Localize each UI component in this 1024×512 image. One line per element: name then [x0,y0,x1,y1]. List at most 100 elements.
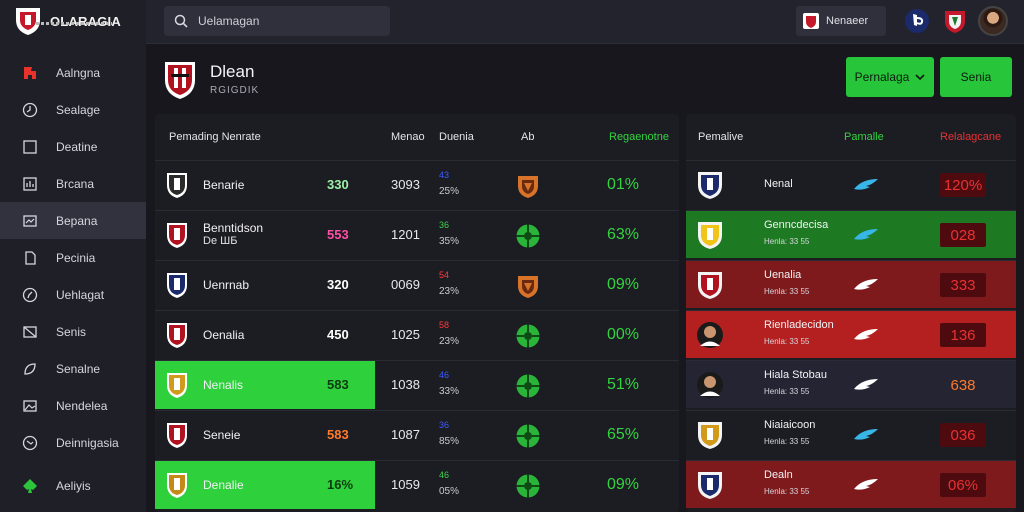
app-logo-text: OLARAGIA [50,13,121,29]
flag-icon [24,66,36,79]
sidebar-item-10[interactable]: Deinnigasia [0,424,146,461]
column-header[interactable]: Duenia [439,131,474,143]
rating-percent: 00% [607,326,640,343]
rating-percent: 01% [607,176,640,193]
sidebar-item-4[interactable]: Bepana [0,202,146,239]
sidebar-item-label: Senalne [56,361,101,376]
user-chip[interactable]: Nenaeer [796,6,886,36]
sidebar-item-7[interactable]: Senis [0,313,146,350]
sidebar-item-8[interactable]: Senalne [0,350,146,387]
table-row[interactable]: Benntidson Dе ШБ 553 1201 36 35% 63% [155,210,679,258]
team-crest-icon [167,173,187,198]
leaf-icon [24,362,36,375]
panel-subtext: Henla: 33 55 [764,287,810,296]
sidebar-item-0[interactable]: Aalngna [0,54,146,91]
team-value: 583 [327,377,349,392]
action-button[interactable]: Senia [940,57,1012,97]
chart-icon [23,176,37,191]
rating-percent: 09% [607,276,640,293]
panel-column-header[interactable]: Pemalive [698,131,744,143]
team-name: Seneie [203,428,241,442]
sidebar-item-1[interactable]: Sealage [0,91,146,128]
ball-green-icon [515,323,541,349]
panel-crest [696,270,724,300]
sidebar-item-11[interactable]: Aeliyis [0,461,146,511]
user-avatar[interactable] [978,6,1008,36]
team-crest-icon [167,423,187,448]
ps-logo-icon[interactable] [904,8,930,34]
club-crest-icon [698,422,722,449]
team-cell: Benntidson Dе ШБ 553 [155,211,375,259]
panel-row[interactable]: Genncdecisa Henla: 33 55 028 [686,210,1016,258]
club-badge-icon [803,13,819,29]
page-title: Dlean [210,62,255,81]
screen-icon [23,214,37,227]
sidebar-item-2[interactable]: Deatine [0,128,146,165]
sidebar-item-3[interactable]: Brcana [0,165,146,202]
table-row[interactable]: Oenalia 450 1025 58 23% 00% [155,310,679,358]
crest-icon[interactable] [942,8,968,34]
wing-icon [854,479,878,490]
table-row[interactable]: Nenalis 583 1038 46 33% 51% [155,360,679,409]
sidebar-item-label: Brcana [56,176,95,191]
team-name: Benarie [203,178,245,192]
team-crest-icon [165,62,195,99]
score-badge: 136 [940,323,986,347]
table-row[interactable]: Benarie 330 3093 43 25% 01% [155,160,679,208]
sidebar-item-label: Aeliyis [56,479,91,493]
dropdown-button[interactable]: Pernalaga [846,57,934,97]
page-subtitle: RGIGDIK [210,85,260,96]
panel-row[interactable]: Niaiaicoon Henla: 33 55 036 [686,410,1016,458]
search-input[interactable]: Uelamagan [164,6,390,36]
sidebar-nav: Aalngna Sealage Deatine Brcana Bepana Pe… [0,54,146,511]
chevron-down-icon [915,74,925,81]
matches-value: 0069 [391,277,420,292]
app-logo[interactable]: OLARAGIA [14,6,121,36]
sidebar-item-label: Aalngna [56,65,101,80]
panel-row[interactable]: Nenal 120% [686,160,1016,208]
panel-row[interactable]: Hiala Stobau Henla: 33 55 638 [686,360,1016,408]
column-header[interactable]: Menao [391,131,425,143]
sidebar-item-label: Pecinia [56,250,96,265]
team-value: 16% [327,477,354,492]
score-badge: 036 [940,423,986,447]
panel-crest [696,370,724,400]
top-bar: Uelamagan Nenaeer [146,0,1024,44]
compass-icon [22,287,38,302]
team-value: 450 [327,327,349,342]
panel-column-header[interactable]: Pamalle [844,131,884,143]
table-header: Pemading Nenrate Menao Duenia Ab Regaeno… [155,114,679,160]
panel-row[interactable]: Rienladecidon Henla: 33 55 136 [686,310,1016,358]
table-row[interactable]: Denalie 16% 1059 46 05% 09% [155,460,679,509]
team-crest-icon [165,171,189,199]
panel-name: Rienladecidon [764,319,834,331]
table-row[interactable]: Uenrnab 320 0069 54 23% 09% [155,260,679,308]
goals-value: 43 [439,170,450,180]
panel-column-header[interactable]: Relalagcane [940,131,1002,143]
column-header[interactable]: Ab [521,131,535,143]
sidebar-item-label: Nendelea [56,398,108,413]
team-crest-icon [165,271,189,299]
column-header[interactable]: Regaenotne [609,131,669,143]
team-crest-icon [165,421,189,449]
wing-icon [854,379,878,390]
panel-row[interactable]: Dealn Henla: 33 55 06% [686,460,1016,508]
matches-value: 1201 [391,227,420,242]
search-icon [174,14,188,28]
team-value: 330 [327,177,349,192]
panel-name: Uenalia [764,269,802,281]
panel-subtext: Henla: 33 55 [764,237,810,246]
rating-percent: 63% [607,226,640,243]
standings-table: Pemading Nenrate Menao Duenia Ab Regaeno… [155,114,679,512]
table-row[interactable]: Seneie 583 1087 36 85% 65% [155,410,679,458]
player-avatar [697,372,723,398]
panel-row[interactable]: Uenalia Henla: 33 55 333 [686,260,1016,308]
score-badge: 638 [950,376,976,394]
column-header[interactable]: Pemading Nenrate [169,131,261,143]
team-cell: Seneie 583 [155,411,375,459]
sidebar-item-9[interactable]: Nendelea [0,387,146,424]
sidebar-item-6[interactable]: Uehlagat [0,276,146,313]
sidebar-item-label: Sealage [56,102,101,117]
wing-icon [854,429,878,440]
sidebar-item-5[interactable]: Pecinia [0,239,146,276]
